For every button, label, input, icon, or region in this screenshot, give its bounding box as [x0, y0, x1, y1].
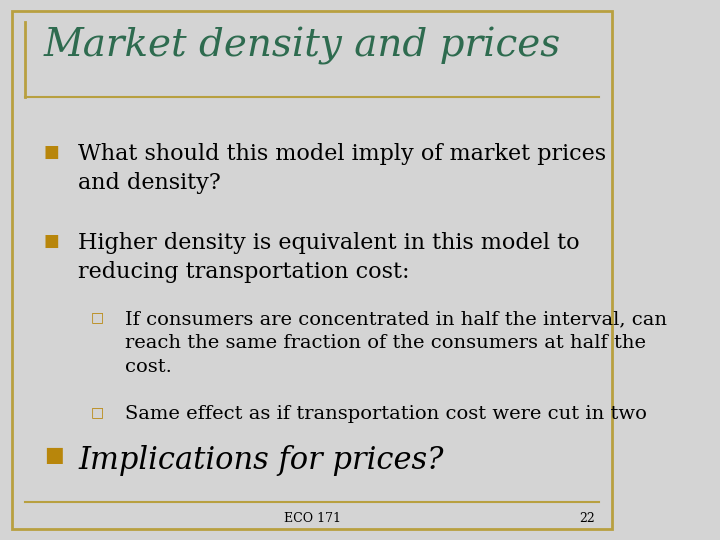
Text: Market density and prices: Market density and prices — [44, 27, 561, 65]
Text: □: □ — [91, 310, 104, 325]
Text: ■: ■ — [44, 143, 60, 161]
Text: Implications for prices?: Implications for prices? — [78, 446, 444, 476]
Text: ■: ■ — [44, 232, 60, 250]
Text: Same effect as if transportation cost were cut in two: Same effect as if transportation cost we… — [125, 405, 647, 423]
Text: □: □ — [91, 405, 104, 419]
FancyBboxPatch shape — [12, 11, 612, 529]
Text: Higher density is equivalent in this model to
reducing transportation cost:: Higher density is equivalent in this mod… — [78, 232, 580, 283]
Text: If consumers are concentrated in half the interval, can
reach the same fraction : If consumers are concentrated in half th… — [125, 310, 667, 376]
Text: 22: 22 — [579, 512, 595, 525]
Text: ECO 171: ECO 171 — [284, 512, 341, 525]
Text: ■: ■ — [44, 446, 63, 465]
Text: What should this model imply of market prices
and density?: What should this model imply of market p… — [78, 143, 606, 194]
